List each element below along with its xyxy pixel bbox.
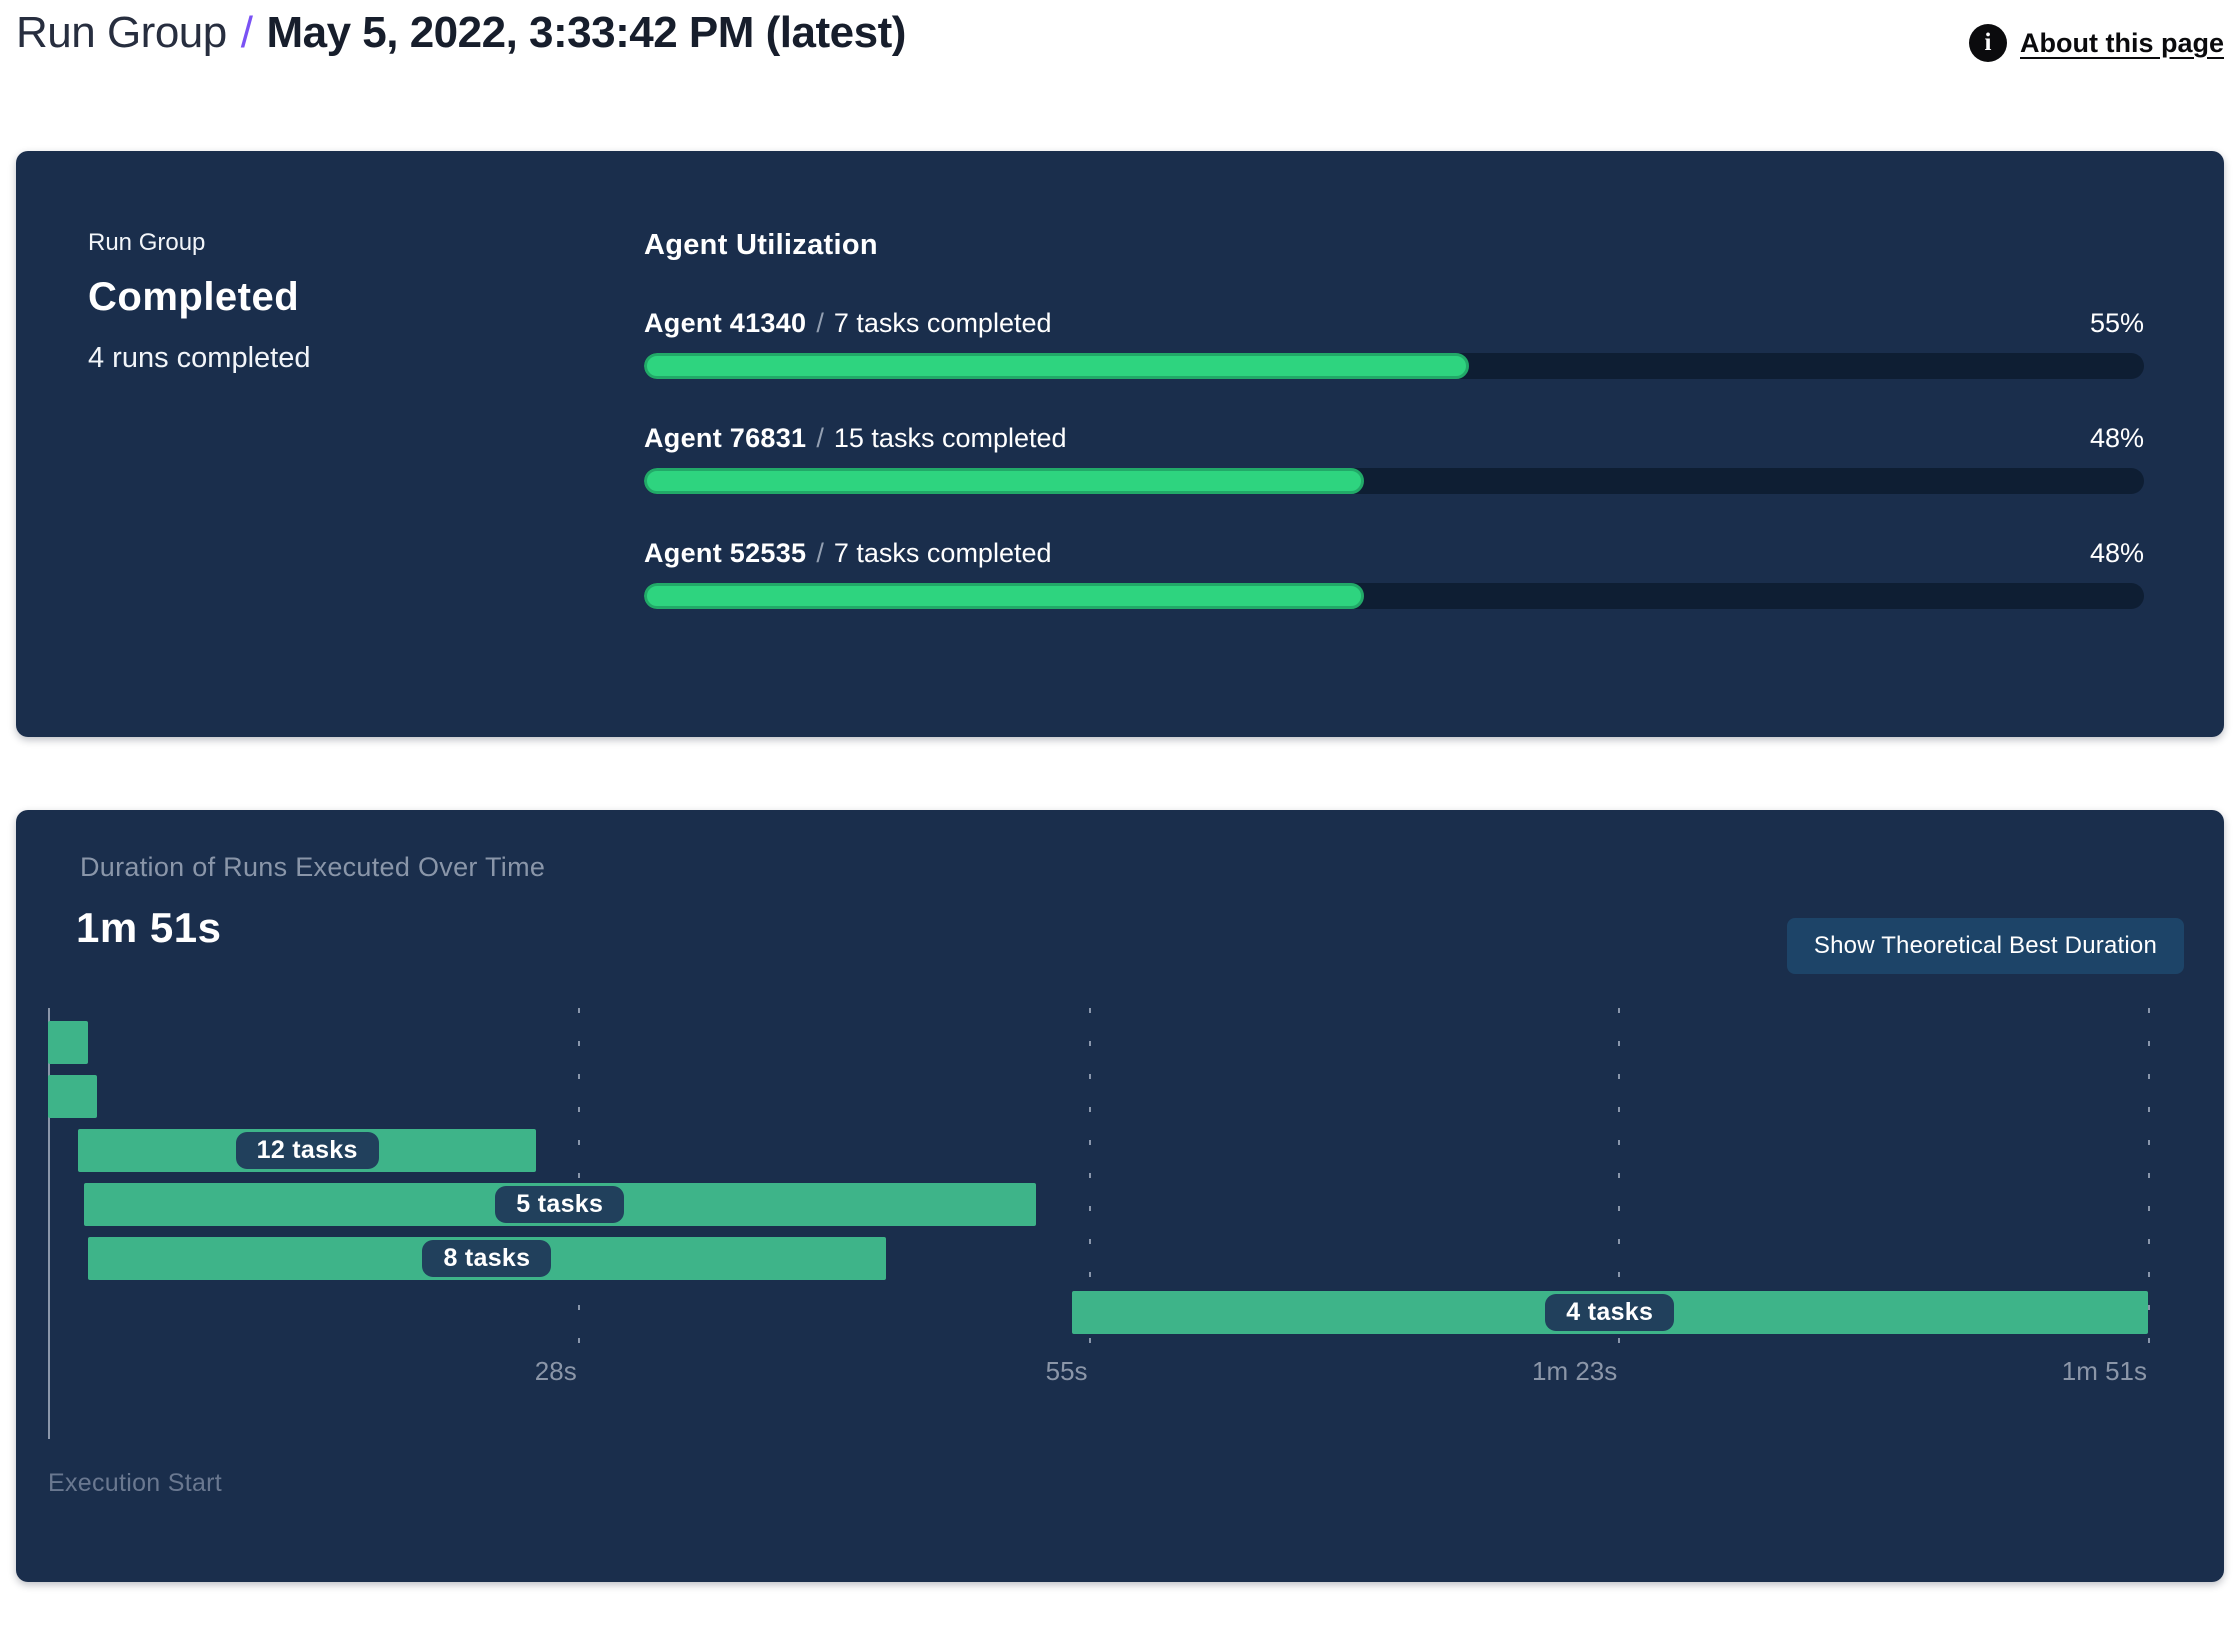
about-this-page-link[interactable]: i About this page bbox=[1969, 24, 2224, 62]
agent-utilization-bar-fill bbox=[644, 353, 1469, 379]
breadcrumb-separator: / bbox=[240, 8, 253, 57]
agent-tasks-completed: 15 tasks completed bbox=[833, 423, 1067, 453]
run-group-status-column: Run Group Completed 4 runs completed bbox=[88, 229, 644, 645]
breadcrumb: Run Group / May 5, 2022, 3:33:42 PM (lat… bbox=[16, 8, 906, 59]
duration-chart-panel: Duration of Runs Executed Over Time 1m 5… bbox=[16, 810, 2224, 1582]
execution-start-axis-line bbox=[48, 1008, 50, 1439]
time-tick-label: 28s bbox=[534, 1356, 577, 1386]
run-duration-bar[interactable] bbox=[48, 1021, 88, 1064]
run-duration-bar[interactable]: 12 tasks bbox=[78, 1129, 537, 1172]
page-header: Run Group / May 5, 2022, 3:33:42 PM (lat… bbox=[16, 8, 2224, 78]
agent-utilization-row: Agent 76831 / 15 tasks completed 48% bbox=[644, 423, 2144, 494]
agent-separator: / bbox=[816, 308, 824, 338]
time-gridline bbox=[577, 1008, 580, 1345]
agent-name: Agent 41340 bbox=[644, 308, 807, 338]
duration-chart-title: Duration of Runs Executed Over Time bbox=[80, 852, 546, 882]
page-title: May 5, 2022, 3:33:42 PM (latest) bbox=[266, 8, 906, 57]
agent-utilization-bar-fill bbox=[644, 583, 1364, 609]
agent-utilization-section: Agent Utilization Agent 41340 / 7 tasks co… bbox=[644, 229, 2144, 645]
time-gridline bbox=[2148, 1008, 2150, 1345]
time-tick-label: 55s bbox=[1045, 1356, 1088, 1386]
info-icon: i bbox=[1969, 24, 2007, 62]
time-tick-label: 1m 51s bbox=[2061, 1356, 2147, 1386]
about-this-page-label: About this page bbox=[2020, 27, 2224, 58]
agent-name: Agent 52535 bbox=[644, 538, 807, 568]
agent-utilization-bar-fill bbox=[644, 468, 1364, 494]
task-count-chip: 5 tasks bbox=[495, 1186, 625, 1223]
total-duration-value: 1m 51s bbox=[76, 904, 222, 951]
run-group-panel-body: Run Group Completed 4 runs completed Age… bbox=[16, 151, 2224, 645]
time-gridline bbox=[1618, 1008, 1621, 1345]
task-count-chip: 4 tasks bbox=[1545, 1294, 1675, 1331]
run-group-summary-panel: Run Group Completed 4 runs completed Age… bbox=[16, 151, 2224, 737]
agent-utilization-bar-track bbox=[644, 353, 2144, 379]
time-gridline bbox=[1088, 1008, 1091, 1345]
run-duration-bar[interactable]: 5 tasks bbox=[83, 1183, 1036, 1226]
agent-label-line: Agent 41340 / 7 tasks completed 55% bbox=[644, 308, 2144, 339]
run-duration-bar[interactable]: 8 tasks bbox=[87, 1237, 887, 1280]
agent-tasks-completed: 7 tasks completed bbox=[833, 538, 1052, 568]
agent-label-line: Agent 52535 / 7 tasks completed 48% bbox=[644, 538, 2144, 569]
agent-name: Agent 76831 bbox=[644, 423, 807, 453]
run-duration-bar[interactable] bbox=[48, 1075, 98, 1118]
execution-start-label: Execution Start bbox=[48, 1469, 223, 1497]
agent-tasks-completed: 7 tasks completed bbox=[833, 308, 1052, 338]
run-group-status: Completed bbox=[88, 275, 300, 319]
agent-utilization-percent: 55% bbox=[2089, 308, 2144, 338]
agent-label-line: Agent 76831 / 15 tasks completed 48% bbox=[644, 423, 2144, 454]
agent-utilization-percent: 48% bbox=[2089, 423, 2144, 453]
run-group-label: Run Group bbox=[88, 229, 206, 256]
agent-utilization-percent: 48% bbox=[2089, 538, 2144, 568]
breadcrumb-run-group[interactable]: Run Group bbox=[16, 8, 227, 57]
runs-completed-count: 4 runs completed bbox=[88, 342, 311, 374]
agent-utilization-rows: Agent 41340 / 7 tasks completed 55% Agent 76… bbox=[644, 308, 2144, 609]
agent-utilization-row: Agent 52535 / 7 tasks completed 48% bbox=[644, 538, 2144, 609]
agent-utilization-bar-track bbox=[644, 468, 2144, 494]
duration-gantt-chart: Execution Start 28s 55s 1m 23s 1m 51s 12 tas… bbox=[48, 1008, 2150, 1508]
task-count-chip: 12 tasks bbox=[235, 1132, 379, 1169]
agent-utilization-heading: Agent Utilization bbox=[644, 229, 878, 261]
task-count-chip: 8 tasks bbox=[422, 1240, 552, 1277]
agent-separator: / bbox=[816, 538, 824, 568]
agent-utilization-row: Agent 41340 / 7 tasks completed 55% bbox=[644, 308, 2144, 379]
agent-separator: / bbox=[816, 423, 824, 453]
time-tick-label: 1m 23s bbox=[1532, 1356, 1618, 1386]
show-theoretical-best-duration-button[interactable]: Show Theoretical Best Duration bbox=[1786, 918, 2184, 974]
run-duration-bar[interactable]: 4 tasks bbox=[1071, 1291, 2148, 1334]
agent-utilization-bar-track bbox=[644, 583, 2144, 609]
